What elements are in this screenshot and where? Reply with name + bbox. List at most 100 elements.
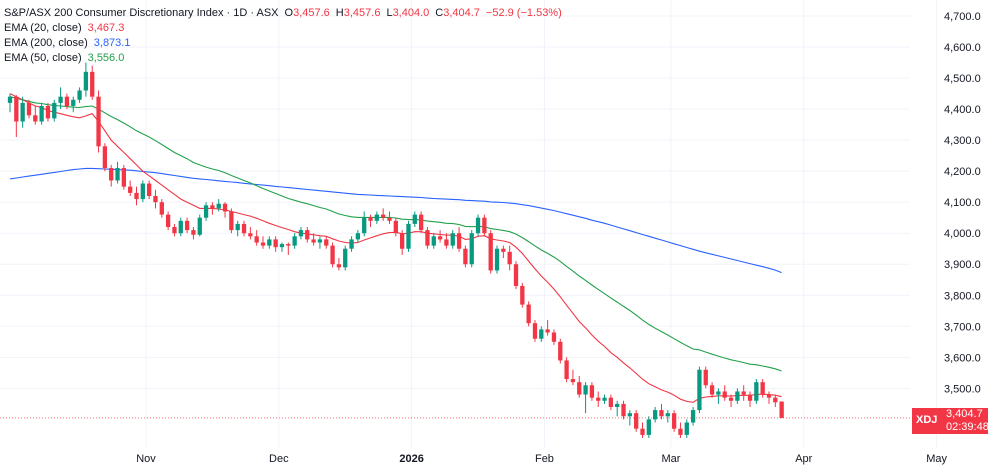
candle-body: [184, 220, 190, 231]
candle-body: [222, 203, 228, 212]
candle-body: [254, 236, 259, 243]
candle: [336, 258, 342, 271]
candle: [33, 105, 38, 125]
candle: [102, 143, 108, 172]
candle-body: [64, 96, 70, 106]
badge-price: 3,404.7: [946, 408, 983, 420]
candle-body: [374, 214, 379, 221]
y-tick-label: 3,700.0: [944, 321, 981, 333]
candle: [558, 338, 563, 364]
candle: [665, 410, 670, 423]
time-axis[interactable]: Nov Dec 2026 Feb Mar Apr May: [136, 453, 947, 465]
open-value: 3,457.6: [293, 7, 330, 19]
ema20-value: 3,467.3: [87, 22, 125, 34]
candle: [368, 214, 373, 228]
candle: [488, 230, 493, 274]
candle-body: [671, 413, 677, 429]
candle: [564, 357, 569, 383]
candle-body: [494, 248, 500, 271]
candle: [14, 95, 19, 138]
candle: [52, 99, 57, 122]
candle: [387, 211, 392, 224]
candle: [469, 230, 474, 268]
ema20-legend-row[interactable]: EMA (20, close) 3,467.3: [4, 21, 562, 36]
candle: [140, 180, 145, 203]
candle: [596, 391, 601, 407]
symbol-title[interactable]: S&P/ASX 200 Consumer Discretionary Index…: [4, 7, 279, 19]
y-tick-label: 4,000.0: [944, 228, 981, 240]
candle: [374, 211, 379, 224]
candle: [653, 406, 658, 423]
candle-body: [766, 394, 772, 398]
candle-body: [90, 71, 95, 97]
y-tick-label: 3,900.0: [944, 259, 981, 271]
candle-body: [621, 403, 626, 417]
candle-body: [159, 202, 164, 215]
close-value: 3,404.7: [443, 7, 480, 19]
candle-body: [469, 233, 474, 265]
candle: [311, 233, 316, 246]
candle-body: [381, 214, 386, 218]
candle-body: [539, 329, 544, 339]
candle: [305, 227, 310, 243]
candle: [298, 227, 304, 240]
x-tick-label: 2026: [399, 453, 423, 465]
candle: [317, 236, 323, 249]
y-tick-label: 3,600.0: [944, 352, 981, 364]
candle-body: [456, 233, 462, 249]
candle: [779, 401, 784, 419]
candle: [640, 422, 645, 439]
badge-symbol: XDJ: [916, 414, 938, 426]
candle-body: [305, 230, 310, 240]
candle-body: [153, 195, 158, 203]
candle: [184, 217, 190, 234]
candle-body: [520, 285, 525, 305]
candle-body: [570, 379, 576, 383]
candle: [526, 301, 531, 327]
candle-body: [526, 304, 531, 324]
candle-body: [267, 239, 272, 246]
price-axis[interactable]: 3,500.0 3,600.0 3,700.0 3,800.0 3,900.0 4,000…: [944, 11, 981, 395]
candle-body: [260, 242, 266, 246]
candle-body: [615, 403, 620, 407]
candle: [191, 227, 196, 240]
candle-body: [393, 220, 398, 234]
candle-body: [20, 102, 25, 122]
candle: [39, 102, 44, 125]
candle-body: [102, 146, 108, 169]
candle: [709, 382, 715, 398]
low-value: 3,404.0: [392, 7, 430, 19]
candle-body: [147, 183, 152, 196]
candle-body: [703, 369, 708, 386]
candle-body: [140, 183, 145, 200]
ema50-legend-row[interactable]: EMA (50, close) 3,556.0: [4, 51, 562, 66]
y-tick-label: 4,600.0: [944, 42, 981, 54]
x-tick-label: Apr: [795, 453, 812, 465]
candle-body: [659, 410, 664, 417]
ohlc-row: S&P/ASX 200 Consumer Discretionary Index…: [4, 6, 562, 21]
candle-body: [475, 217, 481, 234]
candle-body: [349, 239, 354, 249]
x-tick-label: Mar: [661, 453, 680, 465]
x-tick-label: Dec: [269, 453, 289, 465]
candle-body: [690, 410, 696, 423]
candle-body: [697, 369, 702, 411]
candle: [456, 227, 462, 252]
candle: [7, 93, 13, 113]
candle: [659, 403, 664, 420]
y-tick-label: 4,700.0: [944, 11, 981, 23]
candle: [520, 282, 525, 308]
candle: [418, 211, 424, 234]
candle: [437, 230, 443, 243]
candle-body: [709, 385, 715, 395]
ema200-label: EMA (200, close): [4, 37, 88, 49]
candle: [577, 375, 582, 398]
candle-body: [292, 236, 297, 246]
ema200-legend-row[interactable]: EMA (200, close) 3,873.1: [4, 36, 562, 51]
y-tick-label: 3,800.0: [944, 290, 981, 302]
candle-body: [58, 96, 63, 103]
candle-body: [191, 230, 196, 235]
candle: [621, 400, 626, 420]
candle-body: [773, 397, 778, 403]
